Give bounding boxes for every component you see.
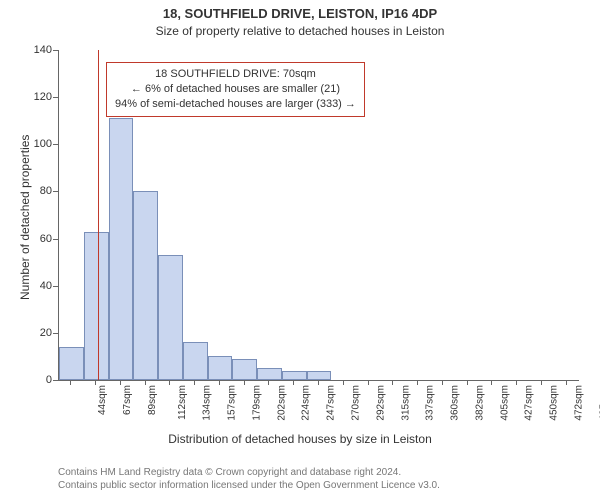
xtick-mark [244, 380, 245, 385]
xtick-mark [145, 380, 146, 385]
ytick-mark [53, 97, 58, 98]
xtick-label: 450sqm [549, 385, 560, 421]
xtick-mark [491, 380, 492, 385]
ytick-mark [53, 286, 58, 287]
xtick-mark [566, 380, 567, 385]
ytick-mark [53, 239, 58, 240]
xtick-label: 89sqm [147, 385, 158, 415]
bar [232, 359, 257, 380]
bar [133, 191, 158, 380]
footer-line-1: Contains HM Land Registry data © Crown c… [58, 466, 440, 479]
ytick-label: 60 [22, 233, 52, 245]
xtick-mark [318, 380, 319, 385]
xtick-label: 337sqm [425, 385, 436, 421]
ytick-label: 20 [22, 327, 52, 339]
xtick-label: 472sqm [573, 385, 584, 421]
marker-line [98, 50, 99, 380]
xtick-mark [70, 380, 71, 385]
y-axis-label: Number of detached properties [18, 135, 32, 300]
xtick-mark [219, 380, 220, 385]
xtick-label: 134sqm [202, 385, 213, 421]
xtick-label: 360sqm [450, 385, 461, 421]
x-axis-label: Distribution of detached houses by size … [0, 432, 600, 446]
xtick-label: 382sqm [474, 385, 485, 421]
bar [208, 356, 233, 380]
xtick-label: 427sqm [524, 385, 535, 421]
xtick-mark [120, 380, 121, 385]
ytick-label: 80 [22, 185, 52, 197]
footer-attribution: Contains HM Land Registry data © Crown c… [58, 466, 440, 492]
ytick-mark [53, 380, 58, 381]
xtick-label: 44sqm [97, 385, 108, 415]
xtick-label: 292sqm [375, 385, 386, 421]
xtick-mark [95, 380, 96, 385]
xtick-mark [467, 380, 468, 385]
ytick-mark [53, 191, 58, 192]
bar [307, 371, 332, 380]
bar [183, 342, 208, 380]
xtick-mark [516, 380, 517, 385]
xtick-label: 224sqm [301, 385, 312, 421]
bar [109, 118, 134, 380]
bar [84, 232, 109, 381]
ytick-label: 140 [22, 44, 52, 56]
chart-title: 18, SOUTHFIELD DRIVE, LEISTON, IP16 4DP [0, 6, 600, 21]
plot-area [58, 50, 579, 381]
ytick-label: 120 [22, 91, 52, 103]
xtick-label: 315sqm [400, 385, 411, 421]
bar [257, 368, 282, 380]
xtick-label: 202sqm [276, 385, 287, 421]
xtick-label: 112sqm [177, 385, 188, 420]
ytick-mark [53, 144, 58, 145]
chart-subtitle: Size of property relative to detached ho… [0, 24, 600, 38]
ytick-label: 0 [22, 374, 52, 386]
xtick-label: 67sqm [122, 385, 133, 415]
xtick-mark [293, 380, 294, 385]
xtick-mark [442, 380, 443, 385]
xtick-mark [392, 380, 393, 385]
bar [282, 371, 307, 380]
bar [158, 255, 183, 380]
ytick-mark [53, 333, 58, 334]
xtick-mark [343, 380, 344, 385]
bar [59, 347, 84, 380]
xtick-mark [268, 380, 269, 385]
xtick-mark [194, 380, 195, 385]
ytick-mark [53, 50, 58, 51]
chart-container: { "title": { "text": "18, SOUTHFIELD DRI… [0, 0, 600, 500]
xtick-label: 247sqm [326, 385, 337, 421]
footer-line-2: Contains public sector information licen… [58, 479, 440, 492]
xtick-mark [541, 380, 542, 385]
xtick-label: 179sqm [252, 385, 263, 421]
xtick-label: 270sqm [351, 385, 362, 421]
ytick-label: 100 [22, 138, 52, 150]
xtick-mark [417, 380, 418, 385]
xtick-label: 157sqm [227, 385, 238, 421]
xtick-mark [169, 380, 170, 385]
ytick-label: 40 [22, 280, 52, 292]
xtick-label: 405sqm [499, 385, 510, 421]
xtick-mark [368, 380, 369, 385]
